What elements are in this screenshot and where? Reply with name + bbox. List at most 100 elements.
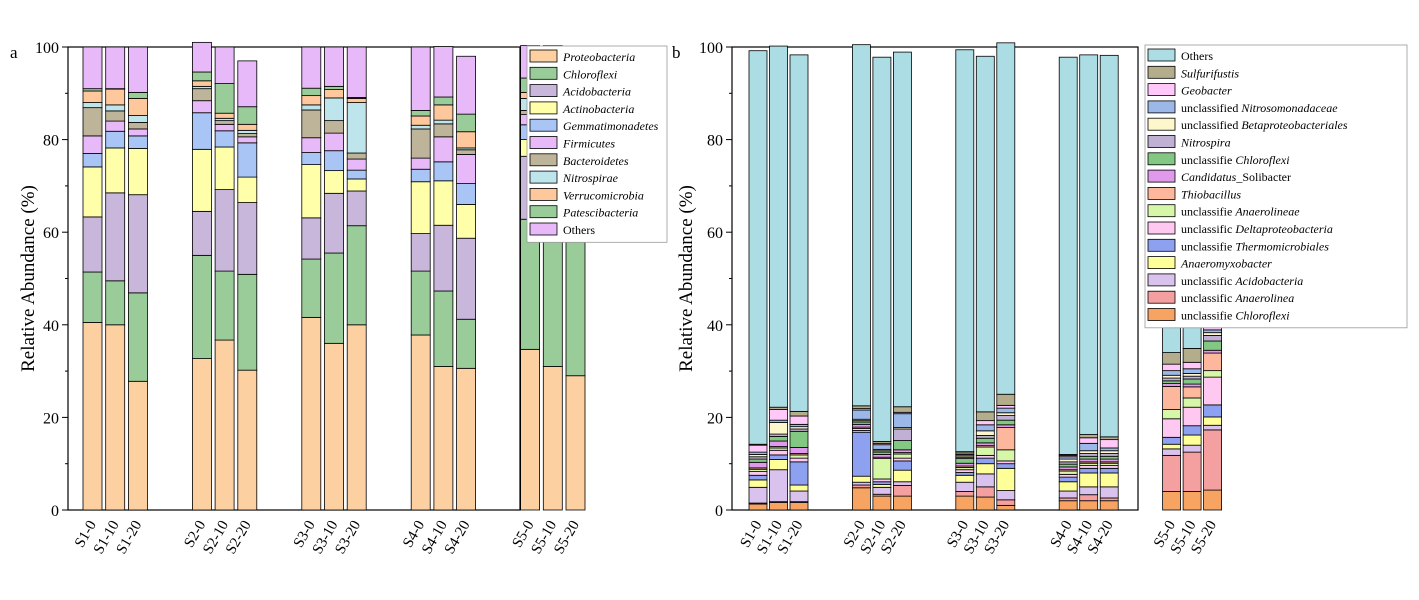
- bar-segment: [433, 119, 454, 125]
- legend-label: Gemmatimonadetes: [563, 119, 659, 133]
- legend-swatch: [1147, 83, 1176, 96]
- bar-segment: [410, 110, 431, 117]
- bar-segment: [456, 154, 477, 184]
- bar-segment: [996, 463, 1016, 469]
- legend: Proteobacteria Chloroflexi Acidobacteria Ac…: [526, 45, 668, 243]
- bar-segment: [214, 112, 235, 119]
- legend-swatch: [1147, 308, 1176, 321]
- legend-swatch: [529, 136, 558, 149]
- legend-swatch: [1147, 186, 1176, 200]
- bar-segment: [214, 123, 235, 132]
- bar-segment: [1099, 465, 1119, 469]
- bar-segment: [82, 102, 103, 109]
- legend-label: Candidatus_Solibacter: [1181, 170, 1291, 184]
- bar-segment: [82, 135, 103, 154]
- bar-segment: [893, 51, 912, 408]
- bar-segment: [1058, 56, 1078, 455]
- legend-label: Others: [563, 223, 595, 237]
- bar-segment: [301, 164, 322, 219]
- bar-segment: [324, 170, 344, 194]
- bar-segment: [214, 120, 235, 125]
- legend-swatch: [529, 153, 558, 167]
- bar-segment: [748, 479, 768, 488]
- bar-segment: [1058, 473, 1078, 478]
- bar-segment: [410, 233, 431, 272]
- legend-swatch: [529, 66, 558, 80]
- legend-label: Geobacter: [1181, 84, 1232, 98]
- bar-segment: [975, 454, 995, 459]
- bar-segment: [893, 413, 912, 428]
- legend-swatch: [529, 49, 558, 63]
- bar-segment: [82, 166, 103, 218]
- y-tick-label: 40: [43, 318, 59, 335]
- bar-segment: [1162, 448, 1181, 456]
- bar-segment: [872, 56, 892, 442]
- bar-segment: [789, 430, 809, 448]
- bar-segment: [1203, 404, 1222, 418]
- legend-swatch: [1147, 135, 1176, 148]
- y-tick-label: 80: [707, 133, 723, 150]
- legend-swatch: [1147, 100, 1176, 114]
- bar-segment: [1099, 467, 1119, 474]
- bar-segment: [893, 406, 912, 413]
- bar-segment: [748, 458, 768, 463]
- bar-segment: [324, 150, 344, 172]
- bar-segment: [214, 189, 235, 272]
- legend-label: Nitrospirae: [562, 171, 619, 185]
- bar-segment: [955, 458, 975, 464]
- legend-label: unclassified Betaproteobacteriales: [1181, 118, 1348, 132]
- bar-segment: [191, 41, 212, 73]
- bar-segment: [1099, 455, 1119, 460]
- legend-swatch: [1147, 290, 1176, 304]
- bar-segment: [955, 472, 975, 476]
- bar-segment: [769, 435, 788, 442]
- bar-segment: [1058, 466, 1078, 471]
- bar-segment: [82, 46, 103, 90]
- bar-segment: [1182, 406, 1202, 427]
- legend-label: Verrucomicrobia: [563, 188, 644, 202]
- bar-segment: [996, 460, 1016, 465]
- bar-segment: [105, 130, 126, 149]
- bar-segment: [82, 271, 103, 323]
- bar-segment: [1182, 378, 1202, 385]
- bar-segment: [1203, 424, 1222, 431]
- bar-segment: [82, 216, 103, 273]
- y-tick-label: 100: [35, 40, 59, 57]
- bar-segment: [975, 420, 995, 426]
- y-tick-label: 0: [51, 503, 59, 520]
- bar-segment: [82, 153, 103, 168]
- legend-swatch: [529, 101, 558, 115]
- bar-segment: [975, 496, 995, 511]
- bar-segment: [301, 87, 322, 97]
- panel-label: a: [10, 43, 18, 62]
- bar-segment: [1203, 340, 1222, 351]
- bar-segment: [975, 437, 995, 444]
- bar-segment: [191, 254, 212, 359]
- bar-segment: [955, 49, 975, 453]
- bar-segment: [565, 375, 586, 511]
- bar-segment: [127, 135, 148, 149]
- bar-segment: [996, 407, 1016, 414]
- bar-segment: [975, 55, 995, 413]
- bar-segment: [237, 142, 258, 178]
- bar-segment: [1079, 467, 1099, 474]
- bar-segment: [975, 463, 995, 475]
- bar-segment: [301, 104, 322, 111]
- bar-segment: [237, 369, 258, 511]
- bar-segment: [456, 131, 477, 149]
- bar-segment: [975, 473, 995, 488]
- bar-segment: [127, 380, 148, 511]
- bar-segment: [852, 44, 871, 407]
- bar-segment: [1099, 497, 1119, 502]
- bar-segment: [996, 504, 1016, 511]
- bar-segment: [769, 502, 788, 511]
- legend-label: unclassific Deltaproteobacteria: [1181, 222, 1333, 236]
- bar-segment: [1203, 376, 1222, 406]
- bar-segment: [1162, 454, 1181, 492]
- bar-segment: [1162, 380, 1181, 385]
- legend-label: Actinobacteria: [562, 102, 634, 116]
- legend-swatch: [1147, 48, 1176, 62]
- bar-segment: [324, 192, 344, 254]
